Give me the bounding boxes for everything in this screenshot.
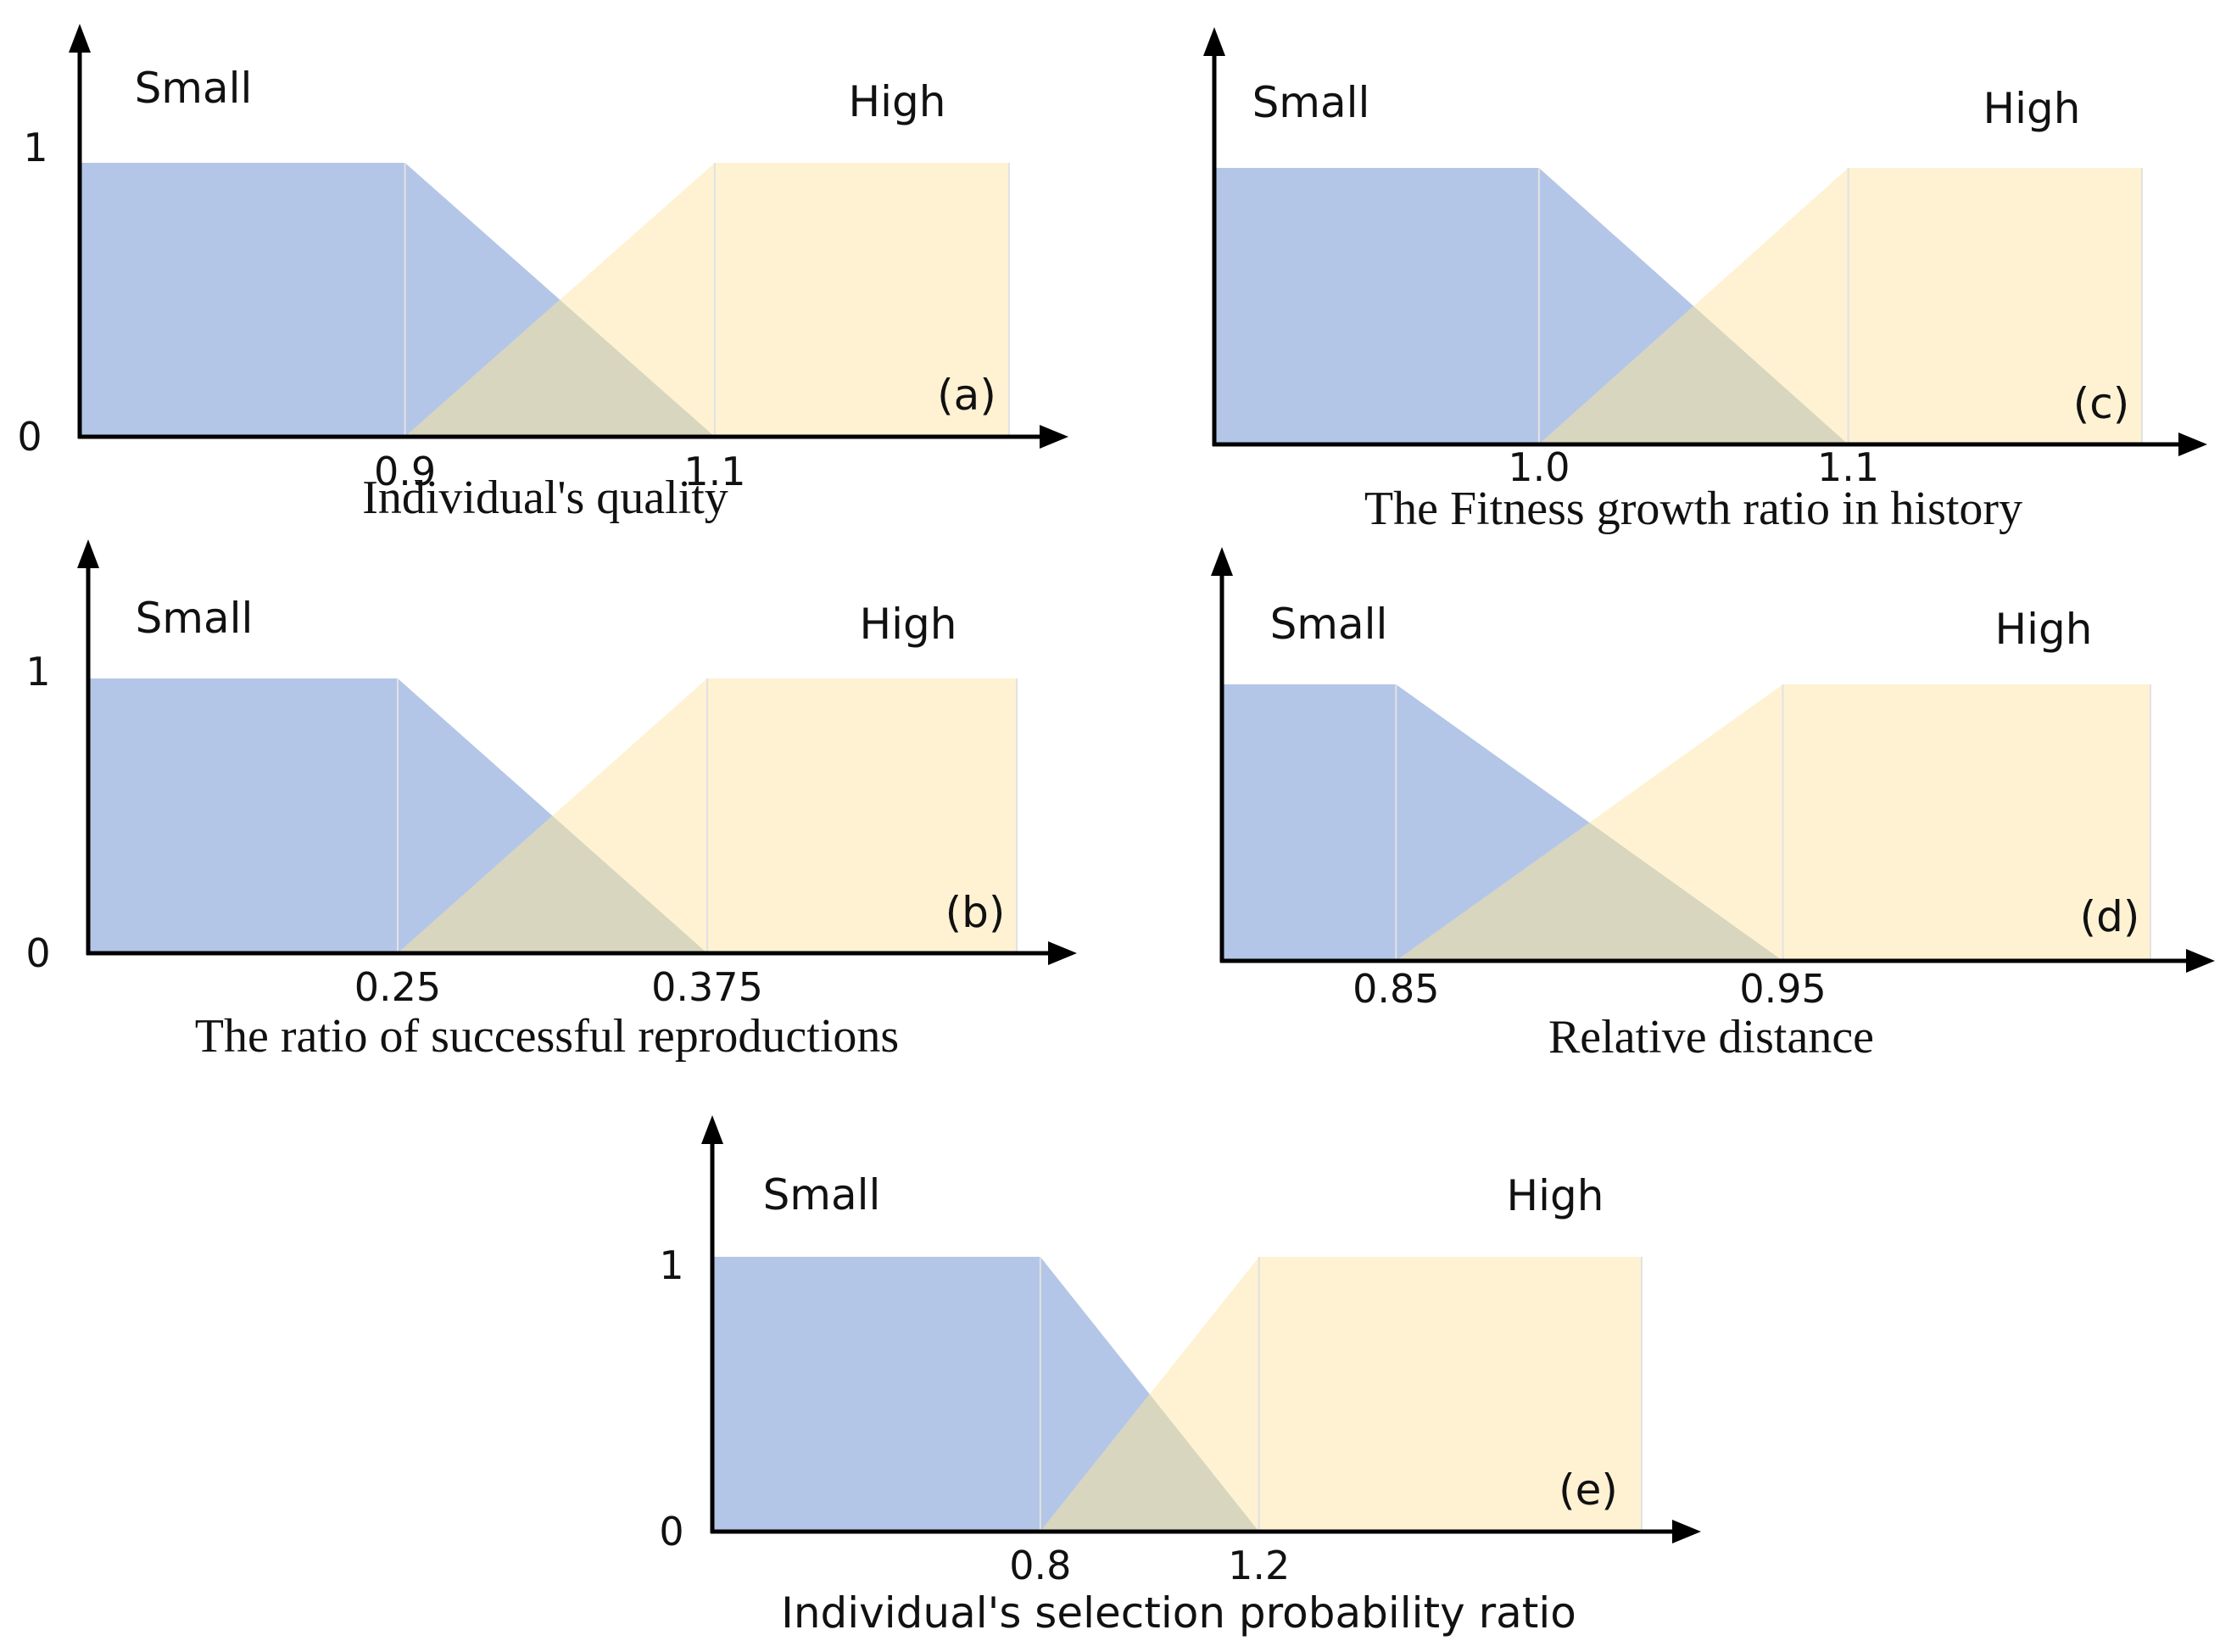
- x-axis-title-a: Individual's quality: [362, 472, 728, 524]
- x-axis-arrow-b: [1048, 941, 1077, 965]
- y-axis-arrow-c: [1203, 27, 1225, 56]
- small-label-e: Small: [763, 1170, 881, 1219]
- x-tick-label-a-2: 1.1: [683, 449, 745, 494]
- overlap-region-d: [1396, 823, 1783, 961]
- panel-label-e: (e): [1559, 1465, 1618, 1515]
- y-axis-arrow-a: [69, 24, 91, 53]
- y-axis-arrow-d: [1211, 547, 1233, 576]
- x-tick-label-c-2: 1.1: [1817, 444, 1879, 490]
- x-tick-label-b-2: 0.375: [651, 964, 763, 1010]
- x-tick-label-c-1: 1.0: [1508, 444, 1570, 490]
- high-label-a: High: [849, 77, 946, 126]
- high-label-d: High: [1995, 605, 2093, 654]
- x-tick-label-b-1: 0.25: [354, 964, 441, 1010]
- x-axis-title-c: The Fitness growth ratio in history: [1364, 483, 2022, 535]
- overlap-region-b: [398, 816, 707, 953]
- high-label-b: High: [860, 600, 957, 649]
- high-label-c: High: [1983, 84, 2081, 133]
- y-axis-arrow-b: [77, 539, 99, 568]
- y-tick-label-1-a: 1: [23, 125, 47, 170]
- y-tick-label-0-a: 0: [17, 414, 42, 460]
- y-axis-arrow-e: [701, 1115, 723, 1144]
- x-axis-title-e: Individual's selection probability ratio: [781, 1588, 1576, 1638]
- high-label-e: High: [1507, 1171, 1604, 1220]
- x-axis-arrow-d: [2186, 949, 2215, 973]
- y-tick-label-1-e: 1: [659, 1242, 683, 1288]
- panel-label-b: (b): [945, 888, 1006, 937]
- x-tick-label-d-2: 0.95: [1739, 966, 1826, 1012]
- y-tick-label-0-e: 0: [659, 1509, 683, 1554]
- x-axis-arrow-e: [1672, 1520, 1701, 1543]
- x-tick-label-d-1: 0.85: [1353, 966, 1439, 1012]
- y-tick-label-1-b: 1: [25, 649, 50, 695]
- small-label-a: Small: [135, 64, 253, 113]
- y-tick-label-0-b: 0: [25, 930, 50, 976]
- panel-label-d: (d): [2080, 892, 2140, 941]
- x-axis-title-d: Relative distance: [1548, 1011, 1874, 1063]
- small-label-c: Small: [1252, 78, 1370, 127]
- overlap-region-c: [1538, 306, 1849, 444]
- overlap-region-a: [404, 299, 715, 437]
- panel-label-c: (c): [2073, 379, 2130, 428]
- x-axis-arrow-c: [2178, 433, 2207, 456]
- small-label-b: Small: [136, 594, 254, 643]
- overlap-region-e: [1040, 1394, 1259, 1532]
- x-tick-label-e-1: 0.8: [1009, 1543, 1071, 1588]
- x-axis-title-b: The ratio of successful reproductions: [195, 1010, 899, 1063]
- small-label-d: Small: [1270, 600, 1388, 649]
- panel-label-a: (a): [937, 371, 996, 420]
- x-axis-arrow-a: [1040, 425, 1068, 449]
- x-tick-label-e-2: 1.2: [1228, 1543, 1290, 1588]
- x-tick-label-a-1: 0.9: [374, 449, 436, 494]
